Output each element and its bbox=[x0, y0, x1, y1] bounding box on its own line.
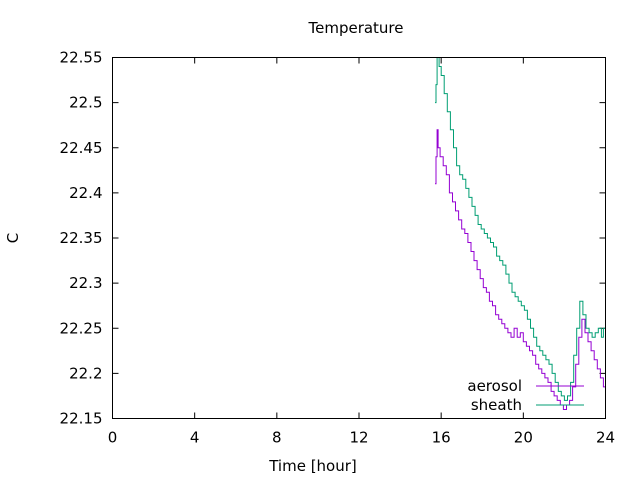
series-line-aerosol bbox=[435, 129, 606, 410]
x-tick-label: 24 bbox=[596, 429, 615, 447]
series-line-sheath bbox=[435, 57, 606, 401]
legend-label-sheath: sheath bbox=[471, 396, 522, 414]
y-axis-label: C bbox=[4, 233, 22, 243]
y-tick-label: 22.35 bbox=[60, 229, 103, 247]
x-axis-label: Time [hour] bbox=[268, 457, 357, 475]
y-tick-label: 22.25 bbox=[60, 319, 103, 337]
x-tick-label: 8 bbox=[272, 429, 282, 447]
y-tick-label: 22.2 bbox=[69, 364, 102, 382]
y-tick-label: 22.3 bbox=[69, 274, 102, 292]
x-tick-label: 16 bbox=[432, 429, 451, 447]
chart-title: Temperature bbox=[307, 19, 403, 37]
legend-label-aerosol: aerosol bbox=[467, 377, 522, 395]
x-tick-label: 20 bbox=[514, 429, 533, 447]
x-tick-label: 4 bbox=[190, 429, 200, 447]
y-tick-label: 22.45 bbox=[60, 139, 103, 157]
y-tick-label: 22.55 bbox=[60, 49, 103, 67]
series-group bbox=[435, 57, 606, 410]
y-tick-label: 22.15 bbox=[60, 410, 103, 428]
plot-border bbox=[112, 57, 606, 419]
y-tick-label: 22.5 bbox=[69, 94, 102, 112]
axis-ticks: 0 4 8 12 16 20 24 22.15 22.2 22.25 22.3 22.35 22.4 22… bbox=[60, 49, 616, 447]
y-tick-label: 22.4 bbox=[69, 184, 102, 202]
x-tick-label: 12 bbox=[349, 429, 368, 447]
x-tick-label: 0 bbox=[108, 429, 118, 447]
